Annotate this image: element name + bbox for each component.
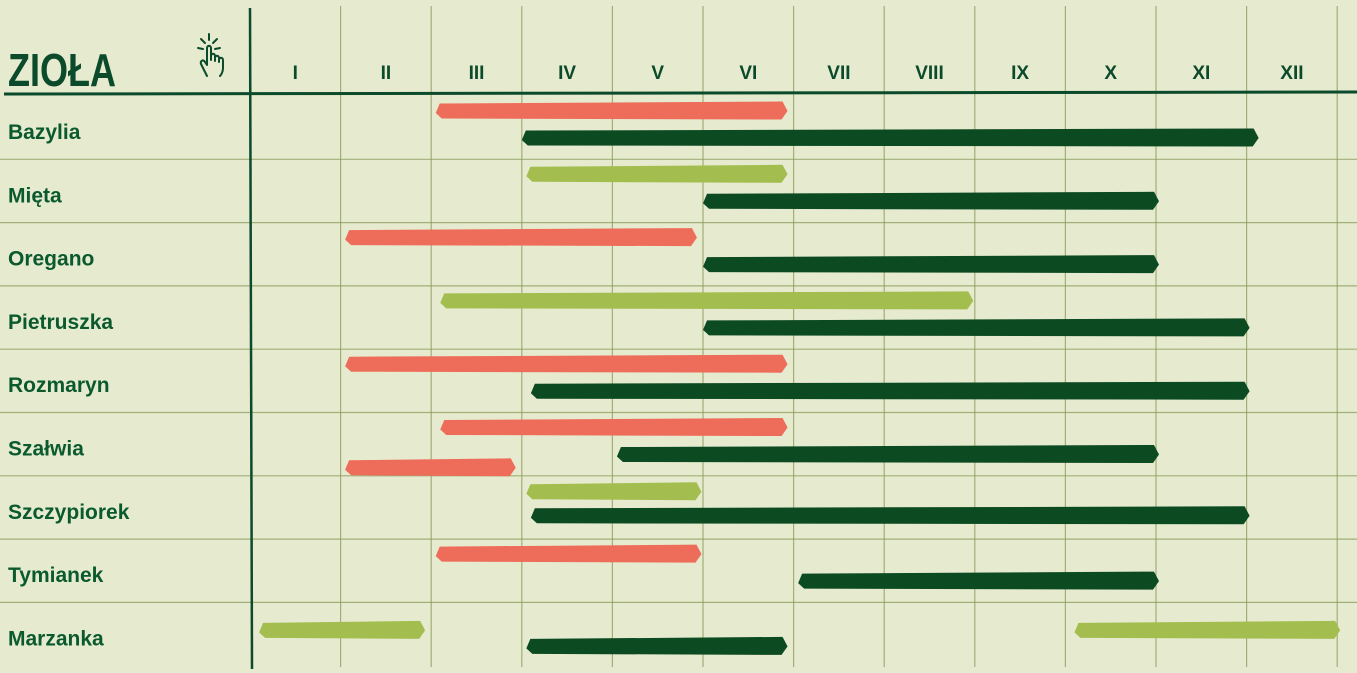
grid-layer [0,6,1357,670]
bar-dark [526,636,788,655]
bar-coral [345,354,788,373]
title-layer: ZIOŁA [8,33,224,96]
herb-label: Tymianek [8,564,104,587]
herb-label: Pietruszka [8,311,113,334]
month-label: X [1104,63,1117,84]
herb-label: Rozmaryn [8,374,110,397]
bars-layer [259,101,1341,655]
bar-coral [435,101,788,120]
bar-dark [703,255,1159,274]
bar-coral [345,228,697,247]
bar-dark [530,506,1250,525]
herb-label: Szałwia [8,438,84,461]
label-column-divider [248,7,254,670]
month-label: VII [827,63,850,84]
month-label: VI [739,63,757,84]
bar-lime [259,620,426,639]
chart-title: ZIOŁA [8,44,116,96]
bar-dark [521,128,1259,147]
herb-label: Oregano [8,248,94,271]
bar-coral [345,458,516,477]
bar-dark [616,445,1159,463]
bar-lime [1074,620,1341,639]
bar-dark [703,191,1159,210]
bar-coral [440,418,788,436]
bar-dark [703,318,1250,337]
month-label: XI [1192,63,1210,84]
hand-tap-icon [197,33,224,77]
bar-coral [435,544,702,563]
herb-label: Marzanka [8,627,104,650]
month-label: V [651,63,664,84]
bar-dark [798,571,1159,590]
month-label: III [469,63,485,84]
labels-layer: I II III IV V VI VII VIII IX X XI XIIBazyliaMiętaOr… [8,63,1304,650]
herb-label: Bazylia [8,121,81,144]
bar-dark [530,381,1250,400]
month-label: I [293,63,298,84]
header-divider [3,90,1357,96]
herb-label: Mięta [8,184,62,207]
month-label: IX [1011,63,1029,84]
month-label: IV [558,63,576,84]
bar-lime [440,291,974,310]
month-label: VIII [915,63,944,84]
bar-lime [526,482,702,501]
bar-lime [526,164,788,183]
herb-label: Szczypiorek [8,501,130,524]
month-label: II [381,63,392,84]
month-label: XII [1280,63,1303,84]
